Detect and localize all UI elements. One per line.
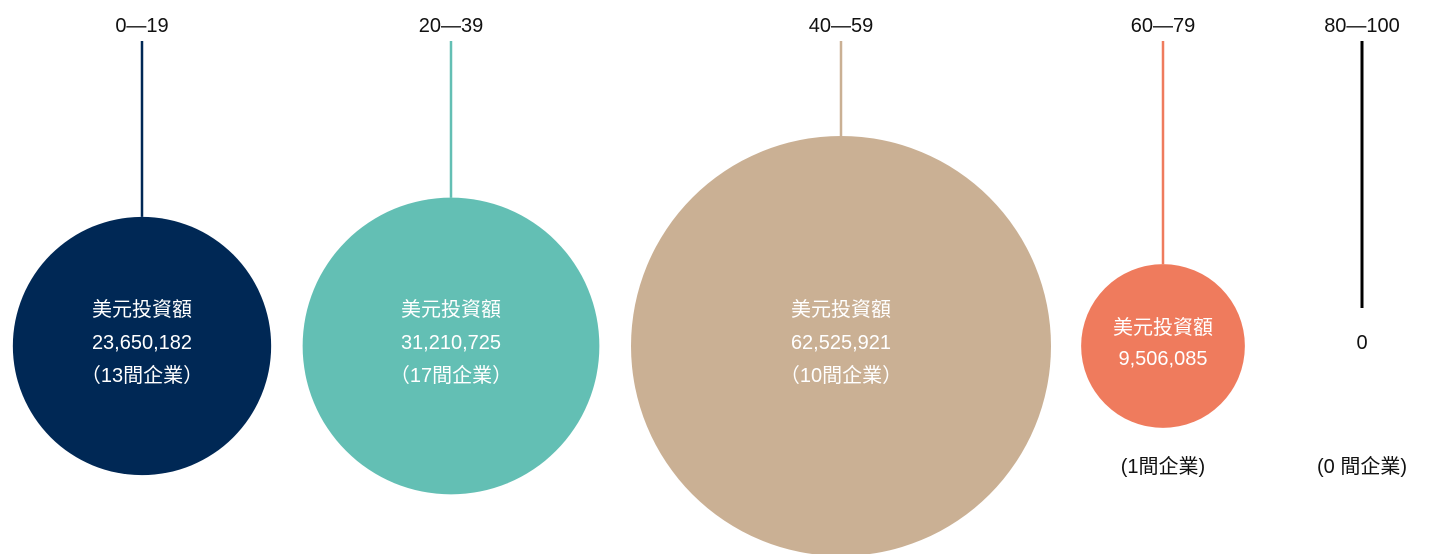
bubble-unit-label: 美元投資額	[92, 298, 192, 321]
bubble	[12, 216, 272, 476]
outside-count-label: (1間企業)	[1121, 455, 1205, 478]
bubble-count-label: （13間企業）	[81, 364, 203, 387]
bubble	[302, 197, 600, 495]
bubble-unit-label: 美元投資額	[791, 298, 891, 321]
bubble-value-label: 62,525,921	[791, 332, 891, 354]
range-label: 0—19	[115, 15, 168, 37]
bubble-count-label: （10間企業）	[780, 364, 902, 387]
bubble-value-label: 9,506,085	[1119, 348, 1208, 370]
bubble-value-label: 31,210,725	[401, 332, 501, 354]
range-label: 40—59	[809, 15, 874, 37]
bubble	[1081, 264, 1245, 428]
bubble-value-label: 23,650,182	[92, 332, 192, 354]
bubble-unit-label: 美元投資額	[401, 298, 501, 321]
outside-count-label: (0 間企業)	[1317, 455, 1407, 478]
range-label: 80—100	[1324, 15, 1400, 37]
bubble	[631, 136, 1051, 554]
bubble-count-label: （17間企業）	[390, 364, 512, 387]
bubble-unit-label: 美元投資額	[1113, 316, 1213, 339]
zero-value-label: 0	[1356, 332, 1367, 354]
range-label: 60—79	[1131, 15, 1196, 37]
range-label: 20—39	[419, 15, 484, 37]
